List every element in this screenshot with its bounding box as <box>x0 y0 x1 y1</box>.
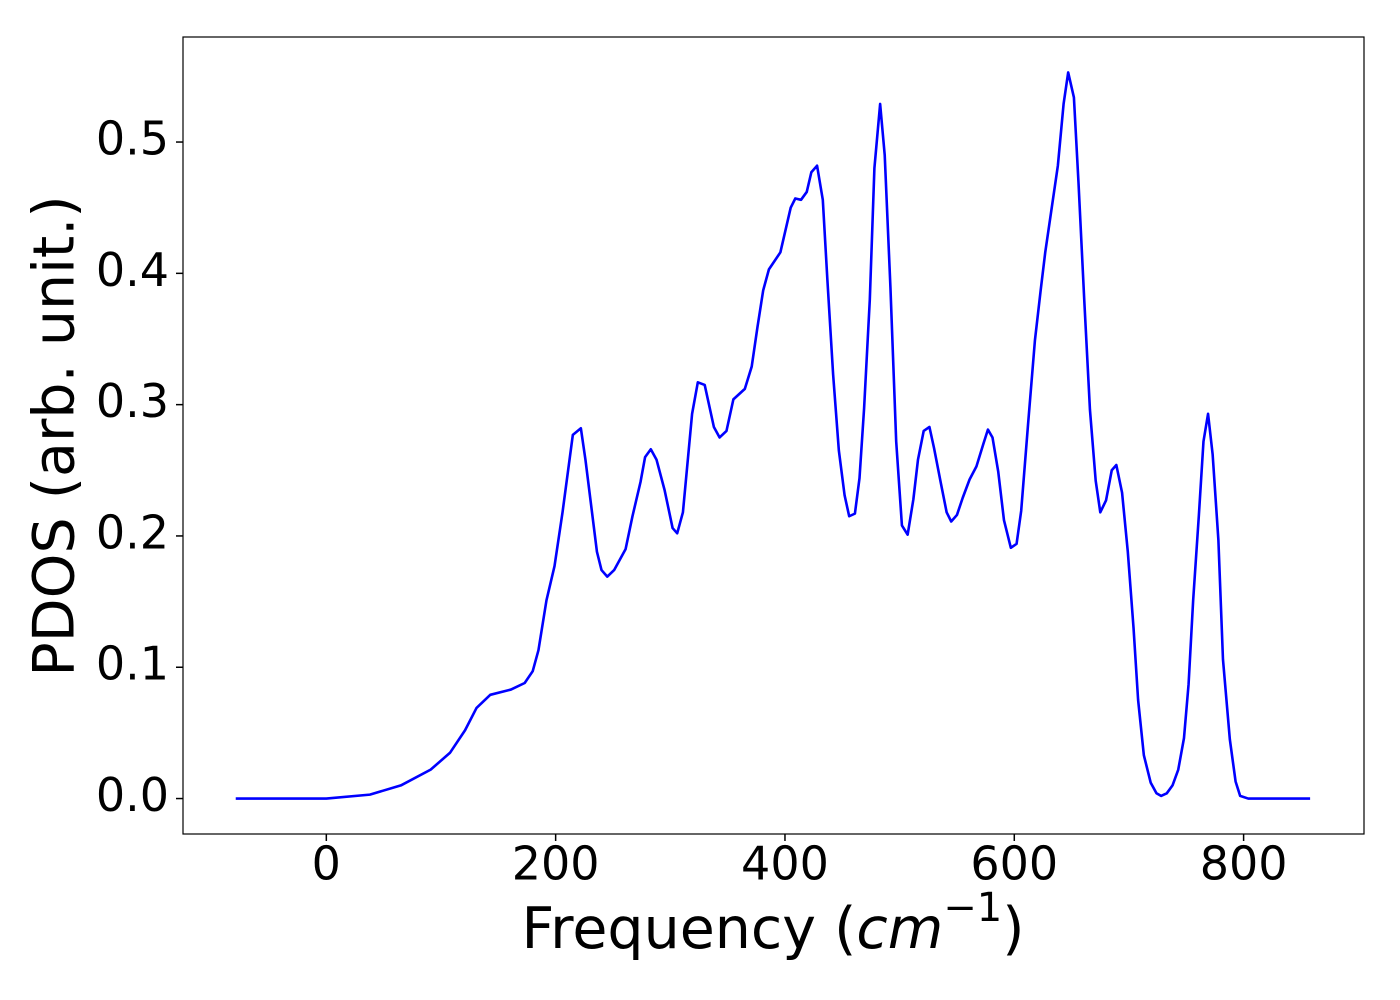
x-label-part: cm <box>856 896 943 962</box>
x-label-part: Frequency ( <box>522 896 857 962</box>
x-tick-label: 800 <box>1200 837 1288 891</box>
data-line <box>235 71 1311 800</box>
y-tick-label: 0.4 <box>96 243 169 297</box>
x-label-part: −1 <box>943 885 1002 931</box>
y-tick-label: 0.5 <box>96 112 169 166</box>
x-tick-label: 400 <box>741 837 829 891</box>
y-tick-label: 0.1 <box>96 637 169 691</box>
x-axis-label: Frequency (cm−1) <box>522 885 1025 962</box>
x-tick-label: 0 <box>312 837 341 891</box>
x-tick-label: 600 <box>970 837 1058 891</box>
y-axis-label: PDOS (arb. unit.) <box>22 195 88 676</box>
plot-frame <box>182 36 1365 835</box>
y-tick-label: 0.3 <box>96 374 169 428</box>
y-tick-label: 0.2 <box>96 505 169 559</box>
x-label-part: ) <box>1002 896 1024 962</box>
y-tick-label: 0.0 <box>96 768 169 822</box>
x-tick-label: 200 <box>512 837 600 891</box>
